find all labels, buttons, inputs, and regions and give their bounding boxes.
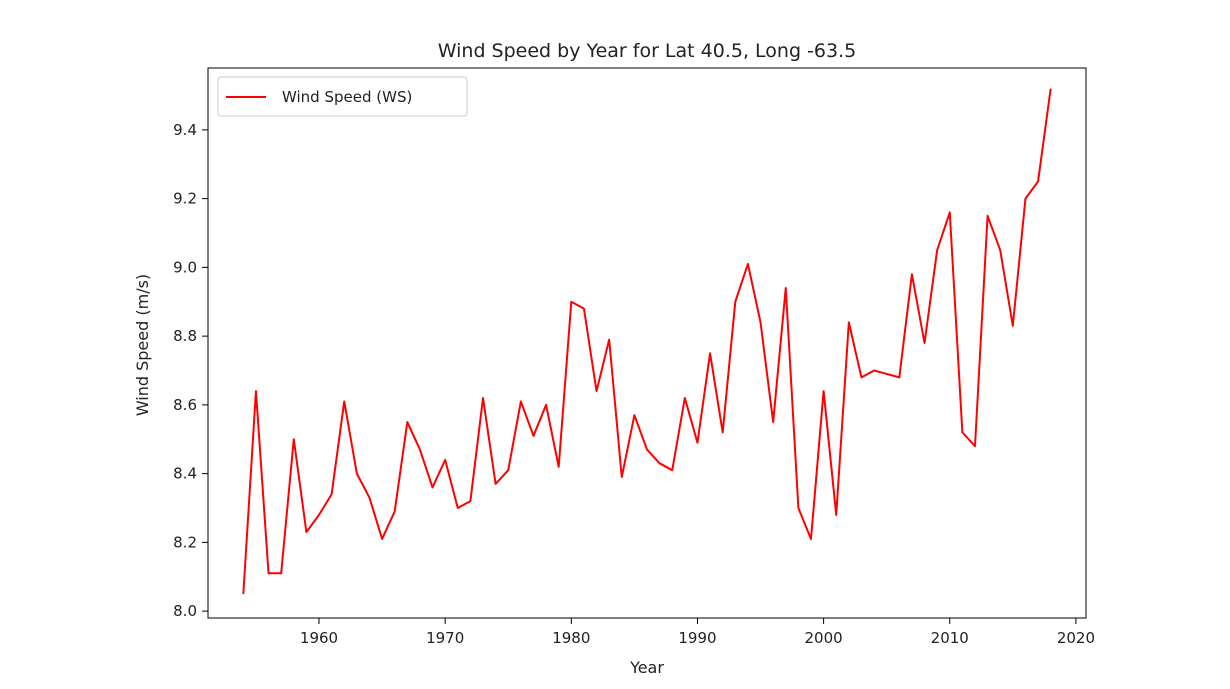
- legend-box: [217, 76, 468, 117]
- y-tick-label: 9.4: [173, 121, 197, 139]
- y-tick-label: 9.0: [173, 258, 197, 276]
- y-tick-label: 9.2: [173, 190, 197, 208]
- y-tick-label: 8.2: [173, 533, 197, 551]
- plot-area-frame: [207, 67, 1087, 619]
- chart-title: Wind Speed by Year for Lat 40.5, Long -6…: [438, 40, 856, 62]
- y-tick-label: 8.4: [173, 465, 197, 483]
- x-tick-label: 2020: [1057, 629, 1095, 647]
- legend-label-wind-speed: Wind Speed (WS): [282, 88, 412, 106]
- x-tick-label: 2000: [805, 629, 843, 647]
- ticks-layer: 1960 1970 1980 1990 2000 2010 2020 8.0 8.2 8.4 8.6…: [173, 121, 1095, 647]
- y-tick-label: 8.8: [173, 327, 197, 345]
- x-tick-label: 1970: [426, 629, 464, 647]
- x-tick-label: 1960: [300, 629, 338, 647]
- y-axis-label: Wind Speed (m/s): [133, 274, 152, 416]
- series-line-wind-speed: [242, 88, 1052, 595]
- y-tick-label: 8.0: [173, 602, 197, 620]
- series-layer: [242, 88, 1052, 595]
- x-axis-label: Year: [629, 658, 664, 677]
- y-tick-label: 8.6: [173, 396, 197, 414]
- legend: Wind Speed (WS): [217, 76, 468, 117]
- x-tick-label: 1990: [678, 629, 716, 647]
- x-tick-label: 2010: [931, 629, 969, 647]
- x-tick-label: 1980: [552, 629, 590, 647]
